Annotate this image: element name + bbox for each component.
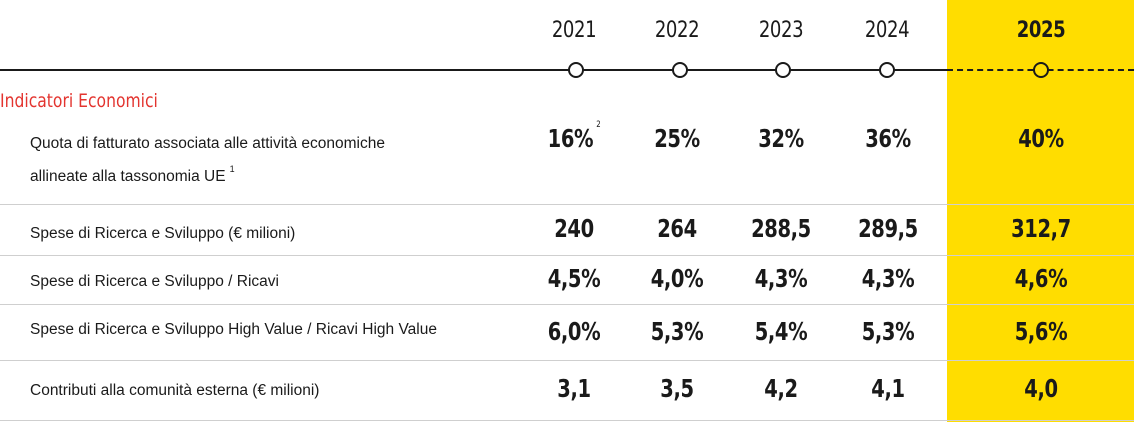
value-taxonomy-2024: 36%	[865, 124, 911, 153]
timeline-dot-2025	[1033, 62, 1049, 78]
value-hv-ratio-2025: 5,6%	[1014, 317, 1068, 346]
value-hv-ratio-2024: 5,3%	[861, 317, 915, 346]
year-2025-header: 2025	[1016, 18, 1066, 43]
row-separator	[0, 255, 1134, 256]
timeline-dot-2021	[568, 62, 584, 78]
value-community-2023: 4,2	[764, 374, 798, 403]
value-rd-spend-2021: 240	[554, 214, 594, 243]
value-community-2021: 3,1	[557, 374, 591, 403]
value-community-2025: 4,0	[1024, 374, 1058, 403]
row-label-taxonomy-line2: allineate alla tassonomia UE 1	[30, 164, 235, 185]
timeline-dot-2022	[672, 62, 688, 78]
row-label-rd-revenue-ratio: Spese di Ricerca e Sviluppo / Ricavi	[30, 273, 279, 290]
value-rd-ratio-2025: 4,6%	[1014, 264, 1068, 293]
row-separator	[0, 204, 1134, 205]
value-taxonomy-2023: 32%	[758, 124, 804, 153]
row-separator	[0, 420, 1134, 421]
year-2021-header: 2021	[551, 18, 597, 43]
timeline-line	[0, 69, 947, 71]
year-2023-header: 2023	[758, 18, 804, 43]
value-community-2022: 3,5	[660, 374, 694, 403]
value-rd-ratio-2023: 4,3%	[754, 264, 808, 293]
value-rd-spend-2024: 289,5	[858, 214, 918, 243]
value-rd-spend-2022: 264	[657, 214, 697, 243]
value-taxonomy-2025: 40%	[1018, 124, 1064, 153]
footnote-marker: 2	[596, 120, 601, 130]
value-community-2024: 4,1	[871, 374, 905, 403]
row-separator	[0, 304, 1134, 305]
value-rd-spend-2025: 312,7	[1011, 214, 1071, 243]
section-title: Indicatori Economici	[0, 90, 158, 112]
value-rd-ratio-2024: 4,3%	[861, 264, 915, 293]
value-taxonomy-2022: 25%	[654, 124, 700, 153]
row-label-high-value-ratio: Spese di Ricerca e Sviluppo High Value /…	[30, 321, 437, 338]
row-label-community-contributions: Contributi alla comunità esterna (€ mili…	[30, 382, 320, 399]
timeline-dot-2024	[879, 62, 895, 78]
year-2022-header: 2022	[654, 18, 700, 43]
row-label-rd-spend: Spese di Ricerca e Sviluppo (€ milioni)	[30, 225, 296, 242]
value-rd-ratio-2022: 4,0%	[650, 264, 704, 293]
row-separator	[0, 360, 1134, 361]
footnote-marker: 1	[229, 164, 235, 174]
value-hv-ratio-2022: 5,3%	[650, 317, 704, 346]
value-taxonomy-2021: 16% 2	[547, 120, 601, 153]
row-label-taxonomy-line1: Quota di fatturato associata alle attivi…	[30, 135, 385, 152]
value-rd-spend-2023: 288,5	[751, 214, 811, 243]
value-hv-ratio-2023: 5,4%	[754, 317, 808, 346]
timeline-dot-2023	[775, 62, 791, 78]
value-hv-ratio-2021: 6,0%	[547, 317, 601, 346]
year-2024-header: 2024	[864, 18, 910, 43]
value-rd-ratio-2021: 4,5%	[547, 264, 601, 293]
